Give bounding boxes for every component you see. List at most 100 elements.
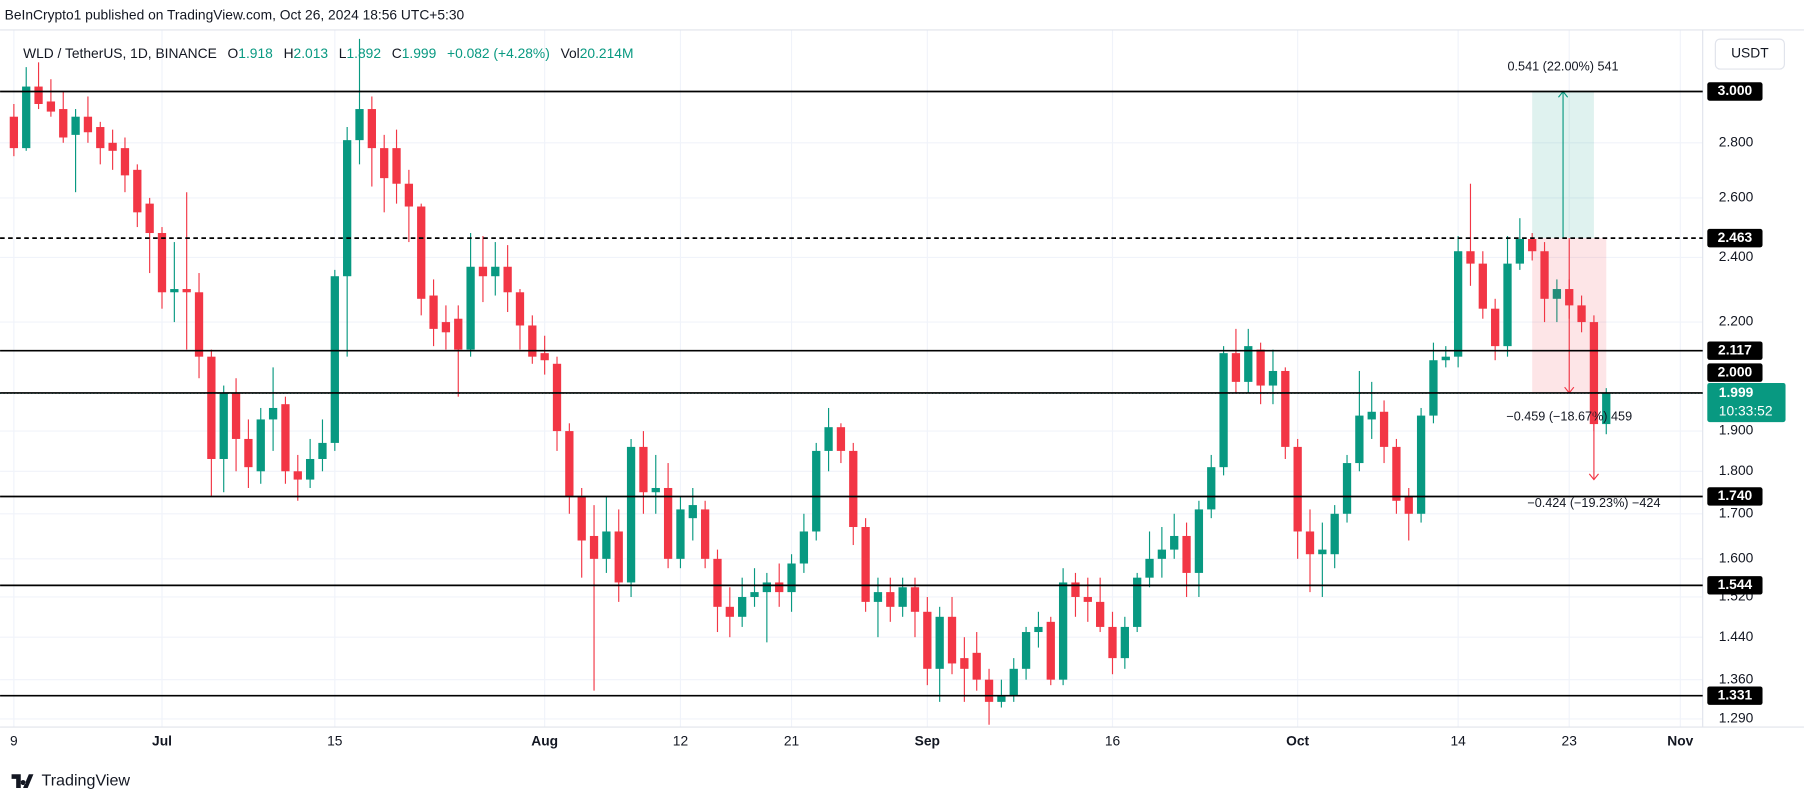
candle-body [1528,239,1537,252]
open-letter: O [228,46,239,61]
last-price-box [1707,382,1786,423]
high-letter: H [284,46,294,61]
candle-body [46,101,56,112]
x-tick-label: 16 [1105,734,1121,749]
footer: TradingView [41,771,130,789]
candle-body [1305,531,1315,555]
candle-body [1219,353,1228,468]
candle-body [367,109,376,149]
candle-body [1244,346,1253,382]
candle-body [935,616,944,669]
level-label-box [1707,576,1763,595]
candle-body [1058,582,1068,680]
candle-body [738,596,747,617]
x-tick-label: 21 [784,734,799,749]
candle-body [256,419,265,472]
high-value: 2.013 [294,46,329,61]
candle-body [528,325,537,357]
y-tick-label: 1.290 [1719,711,1754,726]
candle-body [9,116,19,149]
candle-body [923,611,932,669]
overlay: 2.800 2.600 2.400 2.200 1.900 1.800 1.700 1.600… [0,60,1786,749]
candle-body [1083,596,1092,602]
y-tick-label: 1.800 [1719,463,1754,478]
candle-body [577,496,586,541]
candle-body [1602,393,1611,425]
candle-body [997,696,1006,702]
level-label: 1.544 [1718,577,1753,592]
candle-body [947,616,957,664]
candle-body [96,127,105,149]
candle-body [663,487,673,559]
candle-body [873,592,883,602]
candle-body [194,292,204,357]
candle-body [293,471,302,480]
candle-body [34,86,43,104]
volume-label: Vol [561,46,580,61]
y-tick-label: 1.600 [1719,550,1754,565]
candle-body [244,438,253,468]
candle-body [1157,549,1167,559]
tradingview-logo: TradingView [11,771,130,789]
candle-body [1231,353,1241,382]
measure-label: −0.424 (−19.23%) −424 [1527,496,1660,510]
candle-body [466,266,475,350]
x-tick-label: 14 [1450,734,1466,749]
candle-body [71,116,80,135]
candle-body [1281,370,1290,447]
candle-body [22,86,31,149]
level-label-box [1707,487,1763,506]
candle-body [750,592,759,597]
candle-body [565,431,574,497]
y-tick-label: 2.800 [1719,134,1754,149]
x-tick-label: 23 [1562,734,1578,749]
candle-body [207,356,216,459]
candle-body [898,587,907,607]
candle-body [775,582,784,593]
candle-body [1182,535,1191,573]
candle-body [429,295,438,329]
candle-body [318,442,327,459]
measure-label: 0.541 (22.00%) 541 [1508,60,1619,74]
x-tick-label: Aug [531,734,558,749]
candle-body [589,535,599,559]
candle-body [1552,289,1562,299]
level-label-box [1707,341,1763,360]
currency-button[interactable] [1714,38,1785,70]
candle-body [552,363,562,432]
x-tick-label: Sep [915,734,940,749]
candle-body [972,652,981,680]
candle-body [157,233,167,293]
candle-body [1268,370,1278,386]
measure-label: −0.459 (−18.67%) 459 [1506,409,1632,423]
candle-body [787,563,796,593]
candle-body [1416,415,1426,514]
candle-body [1145,558,1154,578]
candle-body [355,109,364,141]
x-tick-label: 12 [673,734,688,749]
candle-body [799,531,809,564]
candle-body [676,509,685,559]
candle-body [182,289,191,293]
candle-body [1515,239,1524,264]
currency[interactable]: USDT [1731,46,1769,61]
candle-body [824,427,833,451]
candle-body [1108,626,1117,659]
candle-body [688,505,697,519]
x-tick-label: Jul [152,734,172,749]
logo-icon [11,774,34,789]
candle-body [1133,577,1142,627]
countdown: 10:33:52 [1719,403,1773,418]
candle-body [1491,308,1500,347]
level-label: 2.000 [1718,364,1753,379]
candle-body [1404,496,1413,514]
candle-body [1170,535,1179,550]
candle-body [380,148,389,179]
candle-body [614,531,623,583]
x-tick-label: Nov [1667,734,1693,749]
x-tick-label: Oct [1286,734,1309,749]
candle-body [910,587,920,612]
candle-body [602,531,611,559]
level-label-box [1707,228,1763,248]
